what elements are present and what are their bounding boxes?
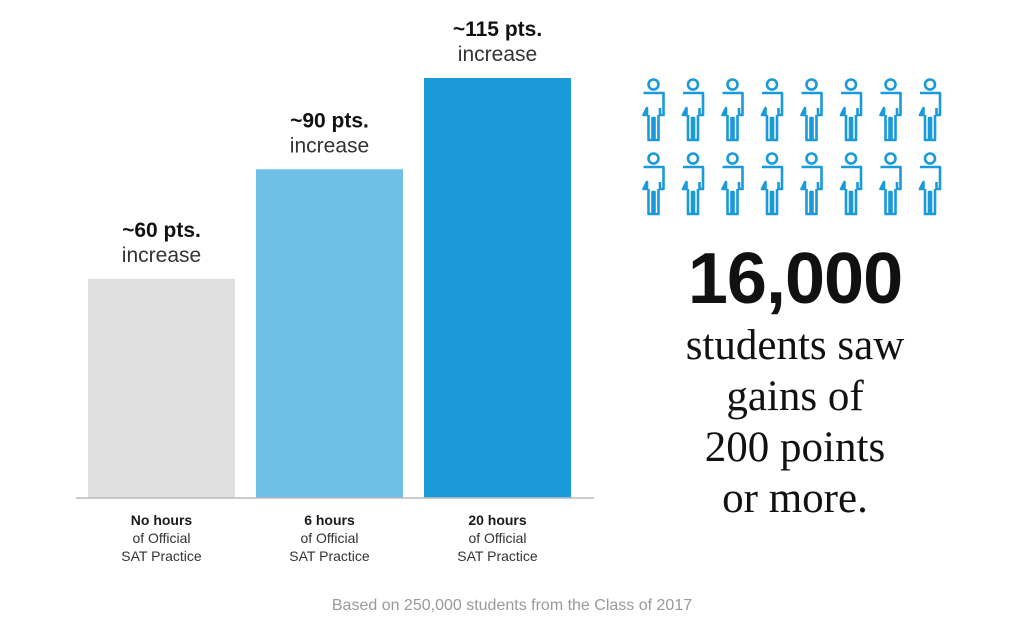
stat-line-4: or more. — [722, 475, 868, 522]
footnote: Based on 250,000 students from the Class… — [331, 597, 693, 614]
category-label-1-line-1: No hours — [131, 512, 193, 528]
data-label-unit-3: increase — [458, 43, 537, 66]
bar-1 — [88, 278, 235, 498]
stat-line-1: students saw — [685, 322, 905, 369]
person-outline-icon — [681, 152, 705, 216]
person-outline-icon — [800, 78, 823, 142]
person-outline-icon — [918, 78, 942, 142]
category-label-2-line-2: of Official — [300, 530, 358, 546]
bar-chart: ~60 pts.increase~90 pts.increase~115 pts… — [76, 18, 594, 564]
person-outline-icon — [681, 78, 705, 142]
person-outline-icon — [879, 78, 902, 142]
data-label-unit-1: increase — [122, 244, 201, 267]
stat-line-2: gains of — [726, 373, 864, 420]
data-label-value-1: ~60 pts. — [122, 219, 201, 242]
person-outline-icon — [642, 152, 665, 216]
category-label-3-line-2: of Official — [468, 530, 526, 546]
people-icon-grid — [642, 78, 942, 216]
person-outline-icon — [839, 152, 863, 216]
person-outline-icon — [760, 78, 784, 142]
data-label-value-2: ~90 pts. — [290, 109, 369, 132]
bars-group — [88, 78, 571, 498]
stat-line-3: 200 points — [704, 424, 886, 471]
category-label-2-line-3: SAT Practice — [289, 548, 370, 564]
stat-number: 16,000 — [687, 239, 903, 319]
person-outline-icon — [721, 78, 744, 142]
stat-block: 16,000 students saw gains of 200 points … — [620, 238, 970, 524]
stat-text: students saw gains of 200 points or more… — [620, 320, 970, 524]
bar-2 — [256, 169, 403, 498]
data-label-value-3: ~115 pts. — [453, 18, 542, 41]
data-label-unit-2: increase — [290, 134, 369, 157]
data-labels-group: ~60 pts.increase~90 pts.increase~115 pts… — [122, 18, 542, 267]
category-label-2-line-1: 6 hours — [304, 512, 355, 528]
person-outline-icon — [918, 152, 942, 216]
bar-3 — [424, 78, 571, 498]
person-outline-icon — [839, 78, 863, 142]
category-label-3-line-1: 20 hours — [468, 512, 527, 528]
category-label-1-line-2: of Official — [132, 530, 190, 546]
person-outline-icon — [721, 152, 744, 216]
category-label-3-line-3: SAT Practice — [457, 548, 538, 564]
category-label-1-line-3: SAT Practice — [121, 548, 202, 564]
category-labels-group: No hours of Official SAT Practice 6 hours of… — [121, 512, 538, 564]
person-outline-icon — [760, 152, 784, 216]
person-outline-icon — [879, 152, 902, 216]
person-outline-icon — [642, 78, 665, 142]
person-outline-icon — [800, 152, 823, 216]
